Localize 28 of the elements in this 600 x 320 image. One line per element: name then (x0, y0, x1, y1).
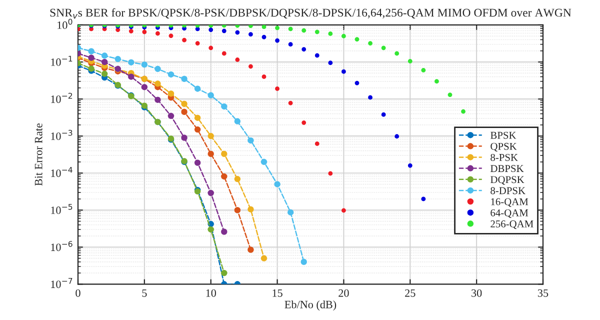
y-tick-label: 10$^{−1}$ (51, 56, 72, 66)
legend-label: 256-QAM (490, 220, 534, 229)
x-tick-label: 25 (405, 289, 416, 297)
legend-label: 16-QAM (491, 198, 528, 207)
x-tick-label: 5 (142, 289, 147, 297)
x-tick-label: 30 (472, 289, 482, 297)
y-tick-label: 10$^{0}$ (58, 18, 72, 29)
legend-label: QPSK (490, 142, 517, 152)
legend-label: DQPSK (490, 176, 524, 185)
chart-title: SNR$_{v}$s BER for BPSK/QPSK/8-PSK/DBPSK/DQPSK/8-DPSK/16,64,256-QAM MIMO OFDM over AWGN (50, 8, 572, 18)
y-tick-label: 10$^{−3}$ (51, 130, 72, 140)
y-tick-label: 10$^{−2}$ (51, 92, 72, 103)
y-axis-title: Bit Error Rate (34, 123, 42, 186)
legend-label: 64-QAM (490, 209, 528, 218)
x-tick-label: 15 (272, 289, 282, 297)
legend-label: 8-PSK (490, 154, 518, 161)
x-tick-label: 0 (76, 289, 80, 297)
legend-label: DBPSK (490, 165, 524, 172)
y-tick-label: 10$^{−5}$ (51, 204, 72, 214)
x-tick-label: 20 (338, 289, 349, 297)
y-tick-label: 10$^{−7}$ (51, 278, 72, 288)
legend-label: BPSK (490, 132, 516, 139)
y-tick-label: 10$^{−4}$ (51, 166, 72, 177)
legend-label: 8-DPSK (490, 187, 526, 194)
x-tick-label: 35 (538, 289, 548, 297)
x-tick-label: 10 (206, 289, 216, 297)
y-tick-label: 10$^{−6}$ (51, 240, 72, 252)
x-axis-title: Eb/No (dB) (284, 300, 336, 311)
